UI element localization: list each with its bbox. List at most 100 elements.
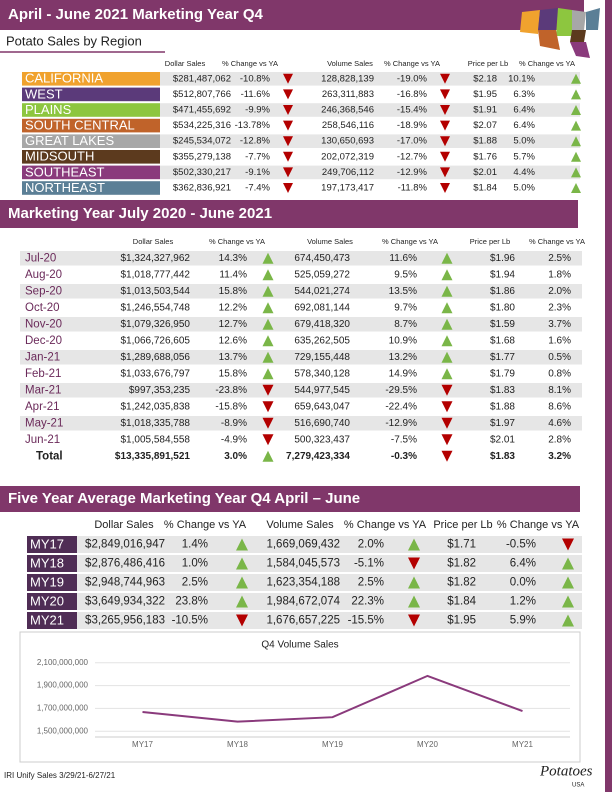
row-bg <box>77 574 582 591</box>
cell: $502,330,217 <box>173 167 231 178</box>
arrow-up <box>441 335 453 347</box>
row-label-box <box>22 118 160 133</box>
cell: 12.6% <box>219 335 247 346</box>
section-title: Marketing Year July 2020 - June 2021 <box>8 205 272 222</box>
cell: 544,977,545 <box>294 385 350 396</box>
cell: 0.5% <box>548 352 571 363</box>
chart-title: Q4 Volume Sales <box>261 640 338 651</box>
cell: $2,849,016,947 <box>85 539 165 551</box>
cell: 679,418,320 <box>294 319 350 330</box>
arrow-up <box>571 105 581 115</box>
cell: -15.8% <box>215 401 247 412</box>
cell: $512,807,766 <box>173 89 231 100</box>
cell: 659,643,047 <box>294 401 350 412</box>
row-label: MY19 <box>30 574 64 589</box>
cell: 8.7% <box>394 319 417 330</box>
cell: $355,279,138 <box>173 151 231 162</box>
arrow-up <box>562 557 574 570</box>
cell: $534,225,316 <box>173 120 231 131</box>
cell: 14.3% <box>219 253 247 264</box>
arrow-down <box>236 614 248 627</box>
row-label: Nov-20 <box>25 318 62 330</box>
cell: 2.8% <box>548 434 571 445</box>
cell: 516,690,740 <box>294 418 350 429</box>
cell: 6.3% <box>513 89 535 100</box>
column-header: Price per Lb <box>433 519 492 531</box>
cell: $1,324,327,962 <box>120 253 190 264</box>
column-header: % Change vs YA <box>222 59 278 68</box>
section-title: Five Year Average Marketing Year Q4 Apri… <box>8 490 360 507</box>
cell: 14.9% <box>389 368 417 379</box>
arrow-down <box>440 136 450 147</box>
arrow-up <box>441 318 453 330</box>
cell: 692,081,144 <box>294 302 350 313</box>
row-label: MIDSOUTH <box>25 149 94 164</box>
cell: 6.4% <box>513 120 535 131</box>
arrow-down <box>283 136 293 147</box>
cell: 23.8% <box>175 596 208 608</box>
cell: $1.88 <box>490 401 515 412</box>
row-label-box <box>27 536 77 553</box>
us-map-icon <box>520 8 600 58</box>
cell: $1.84 <box>447 596 476 608</box>
row-stripe <box>20 350 582 365</box>
cell: $1.71 <box>447 539 476 551</box>
cell: 1,623,354,188 <box>266 577 340 589</box>
arrow-down <box>283 120 293 131</box>
cell: 9.5% <box>394 269 417 280</box>
cell: 197,173,417 <box>321 183 374 194</box>
column-header: Dollar Sales <box>133 237 174 246</box>
cell: 13.2% <box>389 352 417 363</box>
row-stripe <box>160 134 580 148</box>
row-label: Dec-20 <box>25 335 62 347</box>
cell: $1,018,777,442 <box>120 269 190 280</box>
cell: 7,279,423,334 <box>286 451 350 462</box>
section-bar <box>0 486 580 512</box>
cell: 11.4% <box>219 269 247 280</box>
cell: 2.0% <box>358 539 384 551</box>
x-tick-label: MY21 <box>512 740 533 749</box>
cell: $1,018,335,788 <box>120 418 190 429</box>
row-label: Sep-20 <box>25 285 62 297</box>
row-label: PLAINS <box>25 102 72 117</box>
x-tick-label: MY18 <box>227 740 248 749</box>
row-label-box <box>27 593 77 610</box>
row-label: MY20 <box>30 593 64 608</box>
cell: 246,368,546 <box>321 105 374 116</box>
arrow-down <box>283 151 293 162</box>
cell: $1.96 <box>490 253 515 264</box>
arrow-up <box>236 595 248 608</box>
row-label: Apr-21 <box>25 401 60 413</box>
arrow-up <box>262 302 274 314</box>
arrow-up <box>571 167 581 178</box>
arrow-up <box>236 538 248 551</box>
cell: $1,289,688,056 <box>120 352 190 363</box>
row-label: May-21 <box>25 417 63 429</box>
arrow-down <box>440 120 450 131</box>
row-stripe <box>160 165 580 180</box>
arrow-down <box>562 538 574 551</box>
x-tick-label: MY17 <box>132 740 153 749</box>
cell: $1,066,726,605 <box>120 335 190 346</box>
row-label-box <box>22 181 160 195</box>
arrow-up <box>441 285 453 297</box>
row-stripe <box>20 251 582 266</box>
row-label-box <box>22 150 160 164</box>
column-header: Volume Sales <box>266 519 334 531</box>
cell: $1,005,584,558 <box>120 434 190 445</box>
cell: -10.8% <box>240 73 271 84</box>
line <box>142 674 523 723</box>
cell: $13,335,891,521 <box>115 451 191 462</box>
cell: $1.94 <box>490 269 515 280</box>
arrow-up <box>408 576 420 589</box>
cell: 1.2% <box>510 596 536 608</box>
arrow-up <box>262 269 274 281</box>
row-label: WEST <box>25 86 63 101</box>
arrow-up <box>571 73 581 84</box>
section-bar <box>0 200 578 228</box>
logo-sub: USA <box>572 783 584 789</box>
cell: 202,072,319 <box>321 151 374 162</box>
cell: 3.2% <box>548 451 571 462</box>
cell: 128,828,139 <box>321 73 374 84</box>
cell: 1,984,672,074 <box>266 596 340 608</box>
